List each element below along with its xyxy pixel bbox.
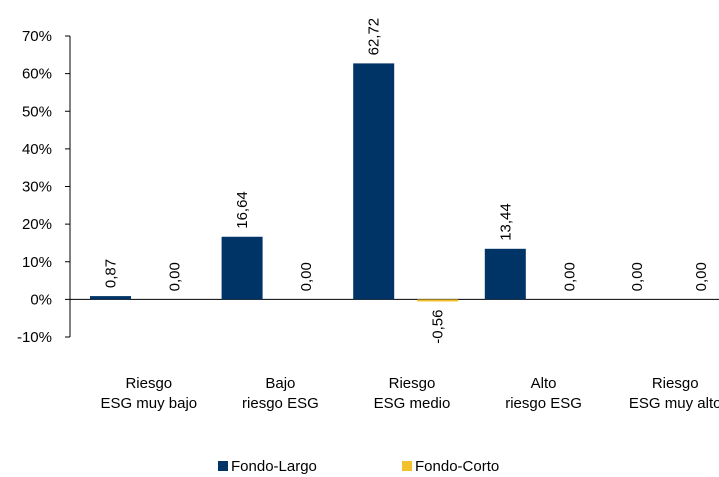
chart-legend: Fondo-Largo Fondo-Corto — [218, 458, 499, 475]
chart-bars — [90, 63, 526, 302]
category-label: Alto riesgo ESG — [505, 375, 582, 412]
bar-fondo-largo — [353, 63, 395, 300]
legend-swatch-fondo-corto — [402, 461, 412, 471]
y-tick-label: 20% — [22, 216, 52, 233]
data-label: 13,44 — [497, 203, 514, 241]
data-label: 0,00 — [629, 262, 646, 291]
data-label: 62,72 — [366, 18, 383, 56]
y-tick-label: 10% — [22, 254, 52, 271]
category-label: Riesgo ESG muy alto — [629, 375, 719, 412]
legend-label: Fondo-Corto — [415, 458, 499, 475]
data-label: 0,87 — [103, 259, 120, 288]
y-tick-label: -10% — [17, 329, 52, 346]
bar-fondo-largo — [90, 296, 131, 300]
y-tick-label: 0% — [30, 291, 52, 308]
data-label: 16,64 — [234, 191, 251, 229]
data-label: -0,56 — [430, 309, 447, 343]
data-label: 0,00 — [167, 262, 184, 291]
legend-label: Fondo-Largo — [231, 458, 317, 475]
y-tick-label: 50% — [22, 103, 52, 120]
y-tick-label: 40% — [22, 141, 52, 158]
chart-axes: -10% 0% 10% 20% 30% 40% 50% 60% 70% — [17, 28, 719, 346]
data-label: 0,00 — [693, 262, 710, 291]
y-tick-label: 60% — [22, 66, 52, 83]
chart-category-labels: Riesgo ESG muy bajo Bajo riesgo ESG Riesgo ES… — [100, 375, 719, 412]
category-label: Riesgo ESG medio — [374, 375, 451, 412]
bar-fondo-corto — [417, 299, 459, 302]
category-label: Riesgo ESG muy bajo — [100, 375, 197, 412]
chart-data-labels: 0,87 0,00 16,64 0,00 62,72 -0,56 13,44 0,00 0,00… — [103, 18, 710, 344]
y-tick-label: 70% — [22, 28, 52, 45]
bar-fondo-largo — [484, 248, 526, 300]
bar-fondo-largo — [221, 236, 263, 300]
category-label: Bajo riesgo ESG — [242, 375, 319, 412]
y-tick-label: 30% — [22, 179, 52, 196]
legend-swatch-fondo-largo — [218, 461, 228, 471]
data-label: 0,00 — [298, 262, 315, 291]
data-label: 0,00 — [561, 262, 578, 291]
